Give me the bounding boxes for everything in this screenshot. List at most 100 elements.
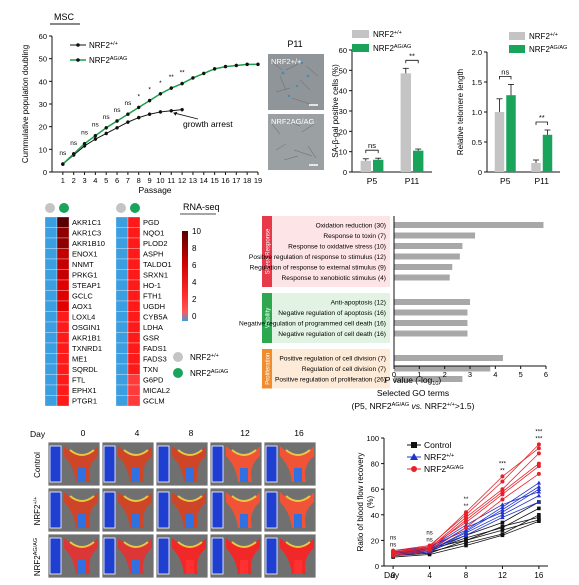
doppler-limb-right [186,514,194,528]
heatmap-cell [115,237,129,249]
doppler-limb-left [157,491,170,529]
heatmap-cell [115,258,129,270]
data-point [464,541,468,545]
data-point [500,504,505,509]
data-point [500,520,505,525]
x-tick-label: 12 [498,571,507,580]
doppler-hotspot [285,495,311,502]
data-point [537,506,541,511]
go-term-label: Regulation of response to external stimu… [250,265,386,272]
y-label-line2: (%) [366,495,375,508]
doppler-limb-left [265,445,278,483]
heatmap-cell [44,248,58,260]
go-group-label: Proliferation [266,353,272,385]
row-label-text: NRF2 [33,504,42,525]
data-point [500,533,505,538]
heatmap-cell [44,279,58,291]
heatmap-cell [127,332,141,344]
heatmap-cell [115,384,129,396]
data-point [536,442,541,447]
heatmap-cell [56,395,70,407]
heatmap-cell [44,384,58,396]
significance-label: ns [103,114,111,121]
heatmap-cell [56,279,70,291]
y-tick-label: 2.0 [472,48,482,57]
significance-label: ns [92,122,100,129]
data-point [500,479,505,484]
heatmap-cell [44,237,58,249]
x-tick-label: 4 [427,571,432,580]
heatmap-cell [115,363,129,375]
significance-label: ns [59,150,67,157]
panel-f-caption-2: (P5, NRF2AG/AG vs. NRF2+/+>1.5) [352,401,475,411]
colorbar-tick-label: 0 [192,312,197,321]
panel-c-sa-bgal: SA-β-gal positive cells (%) 0 10 20 30 40 50 6… [331,30,432,186]
y-tick-label: 80 [371,460,379,469]
gene-label: AKR1C1 [72,218,101,227]
y-tick-label: 0.5 [472,138,482,147]
doppler-limb-left [103,537,116,575]
y-tick-label: 20 [39,123,47,132]
doppler-limb-right [294,468,302,482]
gene-label: FADS3 [143,355,167,364]
heatmap-cell [56,269,70,281]
micrograph-ag [268,114,324,170]
colorbar-tick-label: 6 [192,261,197,270]
panel-h-y-label: Ratio of blood flow recovery(%) [356,453,375,552]
go-bar [394,264,453,270]
data-point [500,515,505,520]
gene-label: AKR1B10 [72,239,105,248]
gene-label: OSGIN1 [72,323,100,332]
gene-label: TALDO1 [143,260,172,269]
panel-g-day-label: Day [30,429,46,439]
doppler-limb-left [265,537,278,575]
data-point [536,484,542,489]
go-bar [394,320,468,326]
gene-label: G6PD [143,376,164,385]
row-label-text: NRF2 [33,555,42,576]
panel-e-heatmap: RNA-seq AKR1C1AKR1C3AKR1B10ENOX1NNMTPRKG… [44,202,228,407]
panel-h-legend: Control NRF2+/+ NRF2AG/AG [407,440,464,474]
gene-label: SRXN1 [143,271,168,280]
heatmap-cell [115,321,129,333]
row-label: NRF2AG/AG [33,538,42,576]
x-tick-label: 1 [417,370,421,379]
data-point [427,548,432,553]
doppler-limb-left [49,537,62,575]
bar [531,163,541,172]
panel-a-header: MSC [54,12,75,22]
doppler-hotspot [69,495,95,502]
doppler-hotspot [231,541,257,548]
panel-h-blood-flow: Ratio of blood flow recovery(%) Day 0 20 4… [356,429,548,580]
heatmap-cell [56,216,70,228]
micrograph-wt [268,54,324,110]
y-tick-label: 100 [366,434,379,443]
x-tick-label: 9 [147,176,151,185]
panel-a-annotation: growth arrest [183,119,233,129]
x-tick-label: 4 [493,370,497,379]
gene-label: SQRDL [72,365,98,374]
significance-label: ns [368,141,376,150]
go-term-label: Response to toxin (7) [323,233,386,240]
heatmap-cell [44,332,58,344]
doppler-limb-left [211,537,224,575]
x-tick-label: 1 [61,176,65,185]
doppler-limb-left [49,445,62,483]
significance-label: ** [464,504,469,510]
gene-label: STEAP1 [72,281,101,290]
heatmap-cell [115,342,129,354]
doppler-hotspot [69,541,95,548]
y-tick-label: 50 [39,55,47,64]
data-point [500,502,505,507]
go-term-label: Response to xenobiotic stimulus (4) [282,275,386,282]
doppler-limb-right [132,560,140,574]
heatmap-cell [127,237,141,249]
heatmap-cell [115,332,129,344]
doppler-limb-left [265,491,278,529]
data-point [427,544,432,549]
heatmap-cell [115,248,129,260]
gene-label: NQO1 [143,229,164,238]
heatmap-cell [115,353,129,365]
day-label: 8 [189,428,194,438]
data-point [500,492,505,497]
